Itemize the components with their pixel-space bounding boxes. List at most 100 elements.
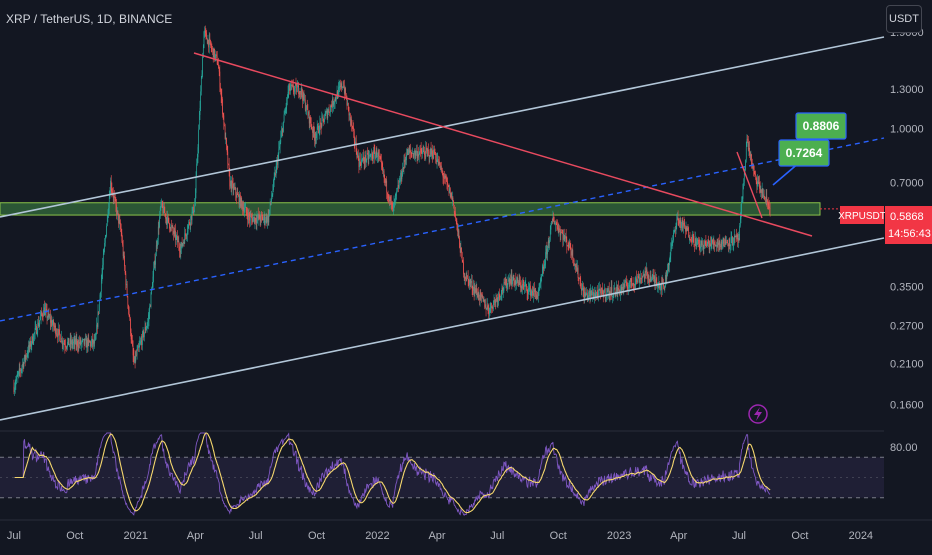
candle	[20, 368, 22, 374]
candle-body	[105, 235, 107, 238]
candle	[304, 94, 306, 112]
currency-button[interactable]: USDT	[886, 5, 922, 33]
candle-body	[594, 293, 596, 297]
candle	[681, 217, 683, 231]
candle-body	[157, 240, 158, 246]
candle-body	[355, 142, 357, 153]
candle	[408, 147, 409, 155]
candle	[336, 94, 337, 105]
candle-body	[687, 227, 689, 231]
candle-body	[55, 333, 57, 335]
candle-body	[476, 288, 478, 294]
candle	[447, 184, 449, 188]
candle-body	[187, 231, 188, 236]
candle-body	[759, 182, 760, 189]
candle	[379, 155, 381, 160]
candle-body	[43, 307, 45, 317]
candle	[241, 195, 243, 210]
candle-body	[737, 234, 739, 241]
candle	[242, 200, 243, 216]
candle-body	[559, 228, 560, 230]
candle-body	[385, 178, 386, 183]
candle-body	[698, 239, 699, 244]
candle	[81, 340, 82, 351]
candle-body	[381, 163, 383, 168]
candle	[308, 110, 310, 129]
candle	[711, 235, 713, 249]
candle-body	[611, 287, 613, 297]
candle-body	[690, 240, 692, 242]
candle-body	[106, 225, 107, 236]
candle-body	[363, 160, 365, 163]
candle-body	[497, 298, 499, 303]
candle-body	[70, 338, 72, 345]
candle	[232, 174, 233, 189]
candle-body	[226, 145, 228, 152]
candle	[97, 304, 99, 329]
candle	[620, 283, 622, 296]
candle	[541, 263, 543, 277]
candle-body	[310, 123, 312, 128]
candle-body	[314, 137, 316, 141]
candle-body	[236, 194, 237, 198]
candle	[134, 349, 136, 369]
candle-body	[149, 306, 151, 315]
candle-body	[499, 295, 501, 298]
candle-body	[686, 227, 688, 231]
candle-body	[159, 207, 161, 217]
candle-body	[318, 132, 320, 134]
candle-body	[281, 128, 283, 133]
candle-body	[742, 184, 744, 199]
candle	[634, 277, 636, 289]
candle-body	[520, 286, 522, 288]
candle-body	[488, 312, 490, 314]
candle	[86, 335, 88, 354]
candle-body	[741, 200, 742, 212]
candle	[22, 361, 24, 372]
candle-body	[477, 293, 478, 298]
candle	[483, 296, 485, 303]
candle	[209, 33, 211, 45]
candle	[604, 283, 605, 294]
candle-body	[691, 241, 693, 242]
candle-body	[194, 205, 196, 211]
candle-body	[726, 242, 727, 244]
candle	[24, 354, 25, 364]
candle-body	[90, 342, 92, 347]
candle-body	[426, 149, 428, 152]
candle	[431, 148, 433, 160]
candle-body	[608, 288, 609, 292]
candle-body	[716, 245, 717, 247]
candle-body	[215, 54, 217, 56]
candle-body	[36, 326, 37, 334]
candle	[434, 148, 436, 155]
candle-body	[673, 232, 674, 241]
candle	[467, 270, 469, 287]
candle-body	[330, 105, 332, 107]
candle-body	[329, 111, 331, 113]
candle	[655, 274, 657, 286]
candle	[635, 275, 637, 290]
candle-body	[112, 193, 114, 198]
candle	[295, 77, 297, 86]
candle	[481, 294, 483, 302]
lightning-icon-circle	[748, 404, 768, 424]
candle	[551, 221, 552, 226]
candle-body	[626, 285, 628, 288]
candle	[142, 327, 144, 338]
candle-body	[402, 168, 404, 169]
candle-body	[637, 275, 639, 283]
candle-body	[591, 294, 593, 296]
candle-body	[85, 338, 86, 340]
x-tick-label: 2022	[365, 530, 389, 542]
lightning-icon[interactable]	[748, 404, 768, 424]
candle	[443, 172, 445, 186]
candle-body	[575, 264, 576, 268]
candle-body	[227, 151, 229, 164]
candle-body	[343, 86, 345, 94]
candle-body	[755, 175, 757, 182]
candle-body	[132, 340, 133, 346]
candle-body	[79, 339, 81, 345]
